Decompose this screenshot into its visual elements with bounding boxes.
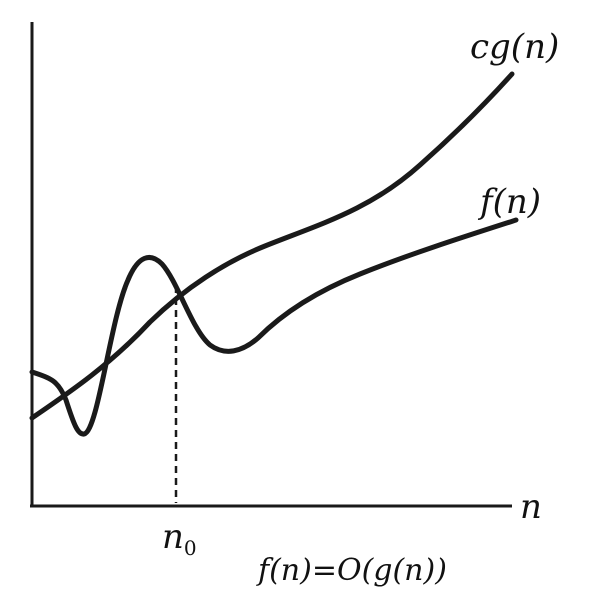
n0-subscript: 0 — [184, 536, 197, 560]
n0-base: n — [162, 517, 184, 557]
cg-curve — [29, 71, 515, 421]
f-curve — [29, 217, 519, 437]
cg-label: cg(n) — [470, 27, 559, 67]
n0-label: n0 — [162, 517, 197, 560]
x-axis-label: n — [520, 487, 542, 527]
f-label: f(n) — [477, 182, 541, 222]
caption: f(n)=O(g(n)) — [256, 553, 447, 588]
